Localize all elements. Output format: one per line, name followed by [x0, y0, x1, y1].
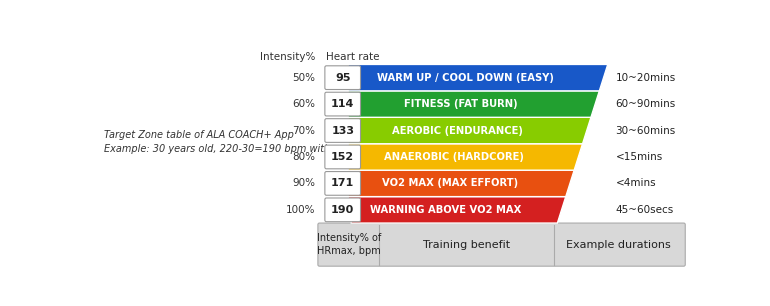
Polygon shape: [348, 144, 583, 170]
Text: VO2 MAX (MAX EFFORT): VO2 MAX (MAX EFFORT): [382, 178, 518, 188]
FancyBboxPatch shape: [325, 92, 360, 116]
Text: Example: 30 years old, 220-30=190 bpm with: Example: 30 years old, 220-30=190 bpm wi…: [104, 144, 330, 154]
Text: Example durations: Example durations: [566, 240, 671, 250]
Polygon shape: [348, 197, 566, 223]
Text: FITNESS (FAT BURN): FITNESS (FAT BURN): [404, 99, 518, 109]
Text: 80%: 80%: [293, 152, 316, 162]
Polygon shape: [348, 91, 599, 117]
Text: Heart rate: Heart rate: [326, 52, 380, 62]
Text: WARNING ABOVE VO2 MAX: WARNING ABOVE VO2 MAX: [370, 205, 522, 215]
FancyBboxPatch shape: [325, 119, 360, 142]
Text: Target Zone table of ALA COACH+ App: Target Zone table of ALA COACH+ App: [104, 130, 294, 140]
Text: 114: 114: [331, 99, 354, 109]
Text: 133: 133: [331, 125, 354, 136]
Polygon shape: [348, 65, 608, 91]
Text: 152: 152: [331, 152, 354, 162]
Text: 100%: 100%: [286, 205, 316, 215]
FancyBboxPatch shape: [325, 198, 360, 222]
Text: <15mins: <15mins: [615, 152, 663, 162]
Text: 50%: 50%: [293, 73, 316, 83]
Text: 60~90mins: 60~90mins: [615, 99, 676, 109]
Text: Intensity%: Intensity%: [260, 52, 316, 62]
Text: 190: 190: [331, 205, 354, 215]
Text: 95: 95: [335, 73, 350, 83]
Text: Training benefit: Training benefit: [423, 240, 510, 250]
FancyBboxPatch shape: [325, 145, 360, 169]
Text: 171: 171: [331, 178, 354, 188]
Polygon shape: [348, 117, 591, 144]
Text: 45~60secs: 45~60secs: [615, 205, 674, 215]
Text: 90%: 90%: [293, 178, 316, 188]
Text: Intensity% of
HRmax, bpm: Intensity% of HRmax, bpm: [317, 233, 381, 256]
Text: 10~20mins: 10~20mins: [615, 73, 676, 83]
FancyBboxPatch shape: [318, 223, 685, 266]
Text: AEROBIC (ENDURANCE): AEROBIC (ENDURANCE): [392, 125, 523, 136]
FancyBboxPatch shape: [325, 172, 360, 195]
Text: 30~60mins: 30~60mins: [615, 125, 676, 136]
Polygon shape: [348, 170, 574, 197]
Text: ANAEROBIC (HARDCORE): ANAEROBIC (HARDCORE): [383, 152, 524, 162]
Text: WARM UP / COOL DOWN (EASY): WARM UP / COOL DOWN (EASY): [377, 73, 554, 83]
Text: 70%: 70%: [293, 125, 316, 136]
FancyBboxPatch shape: [325, 66, 360, 90]
Text: <4mins: <4mins: [615, 178, 656, 188]
Text: 60%: 60%: [293, 99, 316, 109]
